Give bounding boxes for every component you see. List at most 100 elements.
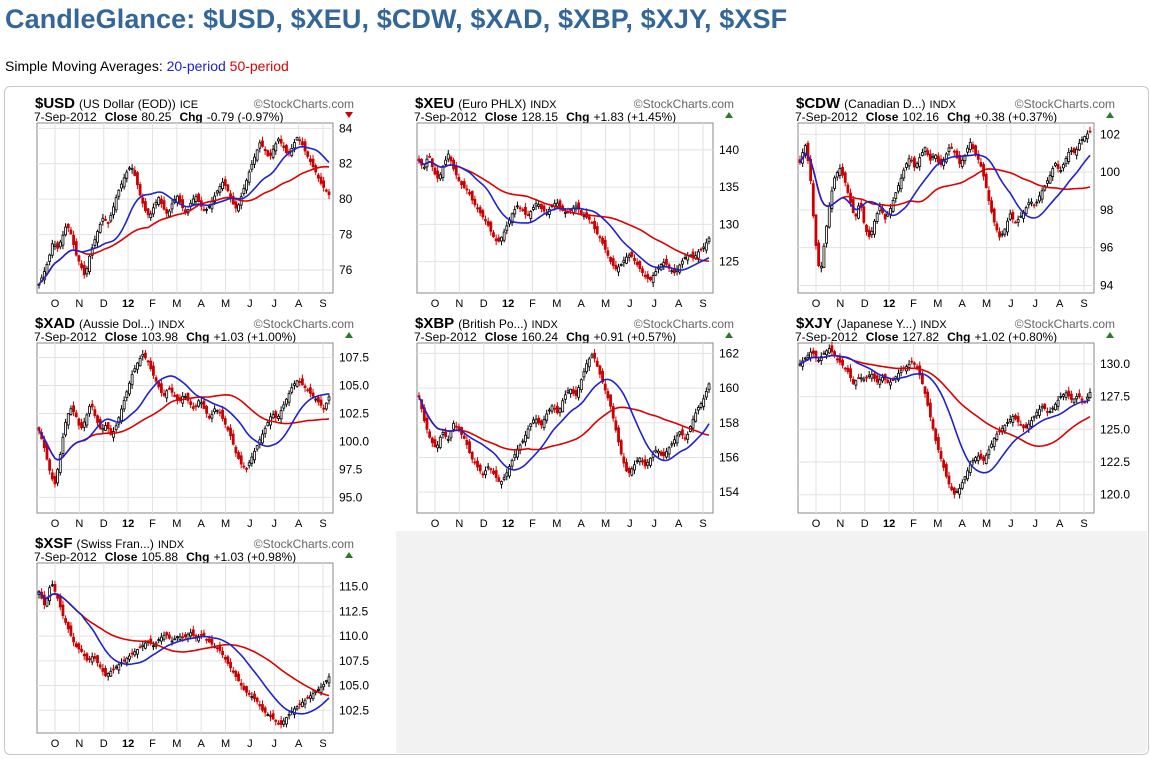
candle-body [130, 652, 134, 655]
candle-body [1080, 398, 1084, 401]
x-tick-label: O [51, 518, 60, 530]
candle-body [114, 666, 118, 669]
candle-body [1080, 139, 1084, 142]
candle-body [279, 139, 283, 144]
y-tick-label: 125 [719, 255, 739, 269]
candle-body [1014, 415, 1017, 420]
candle-body [489, 468, 493, 471]
candle-body [454, 425, 458, 428]
candle-body [308, 387, 312, 394]
chart-cdw[interactable]: $CDW (Canadian D...) INDX ©StockCharts.com 7… [794, 93, 1150, 311]
candle-body [279, 410, 283, 420]
candle-body [606, 250, 610, 256]
candle-body [670, 270, 674, 273]
candle-body [98, 664, 102, 668]
candle-body [446, 153, 450, 160]
chart-date: 7-Sep-2012 [34, 550, 97, 564]
x-tick-label: J [627, 298, 633, 310]
candle-body [282, 404, 286, 409]
candle-body [88, 255, 91, 272]
candle-body [958, 487, 962, 495]
candle-body [77, 418, 81, 426]
copyright-icon: © [254, 537, 263, 551]
candle-body [484, 219, 487, 222]
x-tick-label: N [75, 298, 83, 310]
candle-body [873, 373, 876, 379]
candle-body [960, 159, 964, 167]
copyright-icon: © [1015, 97, 1024, 111]
candle-body [841, 359, 844, 366]
candle-body [865, 224, 868, 233]
candle-body [48, 587, 52, 602]
candle-body [920, 373, 924, 385]
candle-body [532, 419, 535, 424]
x-tick-label: N [836, 298, 844, 310]
candle-body [859, 377, 863, 380]
candle-body [159, 198, 163, 205]
candle-body [80, 648, 83, 652]
candle-body [811, 350, 815, 354]
candle-body [149, 360, 153, 370]
candle-body [529, 211, 533, 219]
candle-body [641, 268, 644, 274]
y-tick-label: 120.0 [1100, 488, 1130, 502]
candle-body [138, 646, 142, 649]
candle-body [601, 237, 604, 244]
chart-usd[interactable]: $USD (US Dollar (EOD)) ICE ©StockCharts.com… [33, 93, 393, 311]
candle-body [234, 201, 238, 209]
chart-xjy[interactable]: $XJY (Japanese Y...) INDX ©StockCharts.com 7… [794, 313, 1150, 531]
candle-body [838, 357, 842, 363]
candle-body [905, 163, 908, 168]
candle-body [141, 644, 145, 648]
candle-body [1011, 212, 1015, 220]
candle-body [627, 254, 631, 258]
candle-body [277, 722, 280, 725]
x-tick-label: N [455, 298, 463, 310]
candle-body [293, 708, 296, 715]
chart-xsf[interactable]: $XSF (Swiss Fran...) INDX ©StockCharts.com 7… [33, 533, 393, 751]
candle-body [683, 437, 687, 440]
candle-body [245, 686, 248, 693]
candle-body [125, 657, 129, 664]
candle-body [1014, 221, 1017, 224]
candle-body [513, 454, 517, 459]
candle-body [867, 229, 871, 238]
candle-body [250, 696, 254, 698]
candle-body [293, 142, 296, 149]
sma20-line [799, 152, 1091, 219]
candle-body [144, 642, 147, 649]
candle-body [510, 213, 514, 224]
candle-body [61, 604, 65, 617]
candle-body [223, 656, 227, 660]
candle-body [167, 387, 171, 390]
candle-body [542, 419, 546, 429]
chart-xbp[interactable]: $XBP (British Po...) INDX ©StockCharts.com 7… [413, 313, 773, 531]
y-tick-label: 105.0 [339, 379, 369, 393]
candle-body [601, 370, 604, 383]
candle-body [205, 406, 209, 414]
close-label: Close [485, 110, 518, 124]
candle-body [239, 455, 243, 465]
candle-body [505, 472, 509, 477]
y-tick-label: 105.0 [339, 679, 369, 693]
close-label: Close [105, 550, 138, 564]
y-tick-label: 102 [1100, 127, 1120, 141]
chart-xad[interactable]: $XAD (Aussie Dol...) INDX ©StockCharts.com 7… [33, 313, 393, 531]
candle-body [542, 205, 546, 212]
y-tick-label: 125.0 [1100, 422, 1130, 436]
chg-label: Chg [186, 330, 209, 344]
candle-body [82, 653, 86, 657]
candle-body [133, 651, 137, 656]
y-tick-label: 130 [719, 217, 739, 231]
candle-body [665, 258, 668, 265]
candle-body [950, 486, 954, 491]
candle-body [843, 172, 847, 183]
candle-body [1038, 195, 1041, 202]
candle-body [462, 435, 466, 439]
candle-body [878, 379, 882, 385]
chg-value: +1.03 (+1.00%) [213, 330, 296, 344]
chart-xeu[interactable]: $XEU (Euro PHLX) INDX ©StockCharts.com 7-Sep… [413, 93, 773, 311]
candle-body [947, 147, 951, 152]
candle-body [524, 434, 527, 443]
